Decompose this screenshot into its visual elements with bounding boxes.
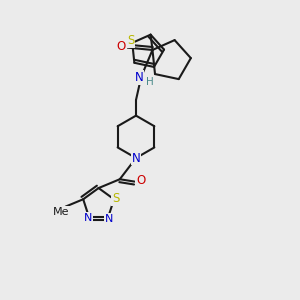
Text: S: S [127, 34, 134, 47]
Text: O: O [136, 175, 146, 188]
Text: N: N [83, 213, 92, 223]
Text: Me: Me [53, 207, 69, 217]
Text: N: N [104, 214, 113, 224]
Text: H: H [146, 77, 153, 87]
Text: N: N [135, 71, 143, 84]
Text: S: S [112, 192, 119, 205]
Text: N: N [132, 152, 140, 164]
Text: O: O [116, 40, 126, 52]
